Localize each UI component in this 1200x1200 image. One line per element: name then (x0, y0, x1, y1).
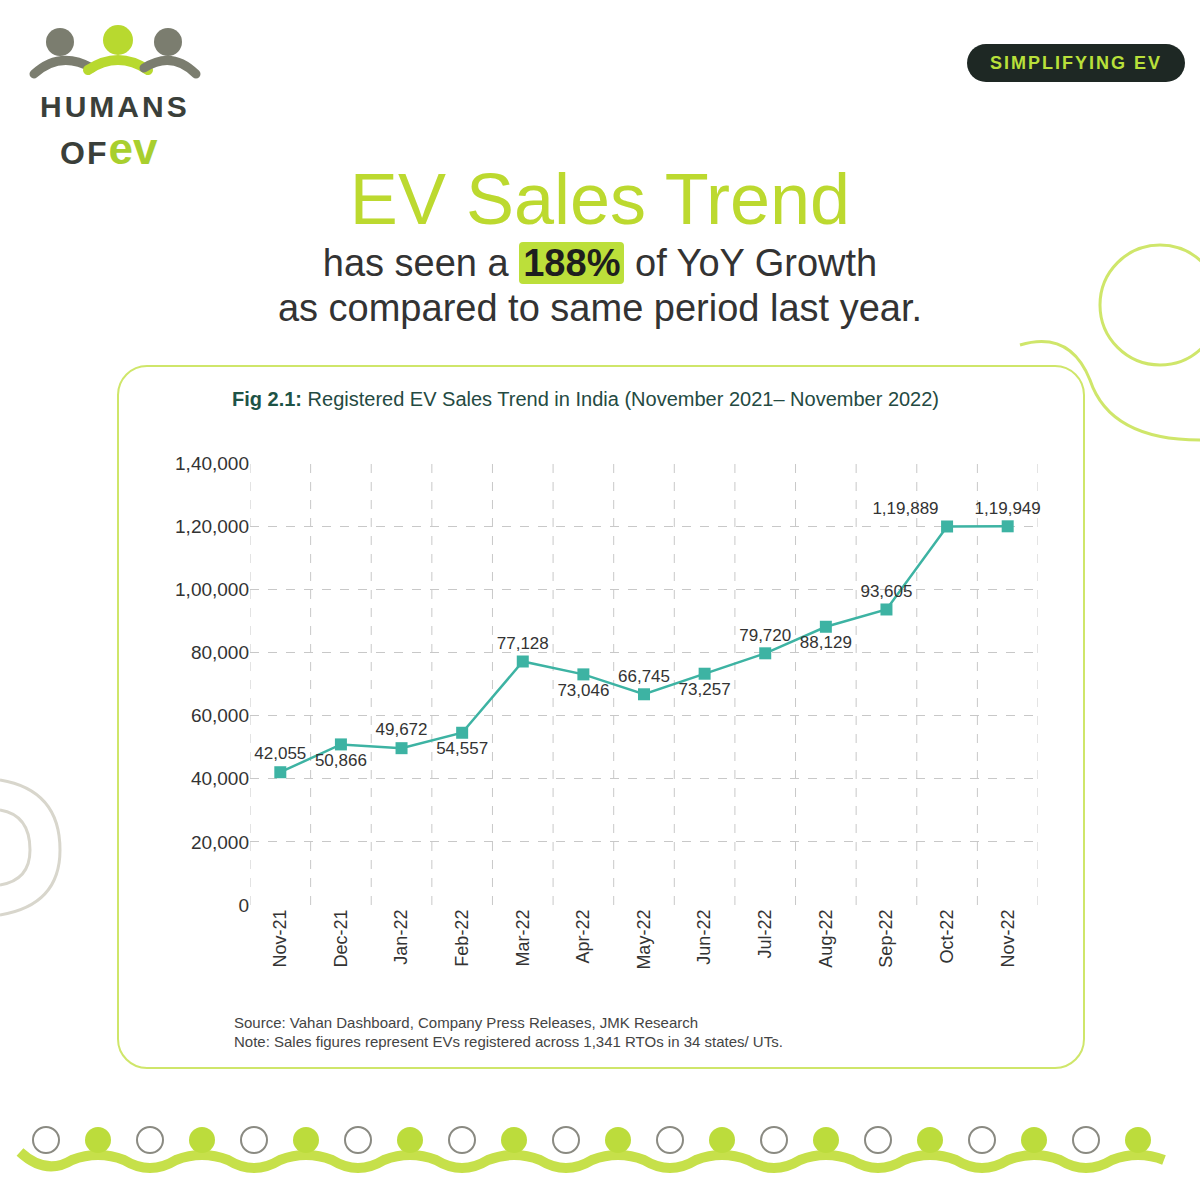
svg-text:40,000: 40,000 (191, 768, 249, 789)
html-text:SIMPLIFYING EV: SIMPLIFYING EV (990, 53, 1162, 73)
svg-text:80,000: 80,000 (191, 642, 249, 663)
svg-text:54,557: 54,557 (436, 739, 488, 758)
svg-text:Oct-22: Oct-22 (937, 910, 957, 964)
svg-text:Jun-22: Jun-22 (694, 910, 714, 965)
html-text:Note: Sales figures represent: Note: Sales figures represent EVs regist… (234, 1033, 783, 1050)
svg-text:Aug-22: Aug-22 (816, 910, 836, 968)
svg-text:73,046: 73,046 (557, 681, 609, 700)
svg-text:42,055: 42,055 (254, 744, 306, 763)
svg-text:1,00,000: 1,00,000 (175, 579, 249, 600)
svg-text:79,720: 79,720 (739, 626, 791, 645)
svg-text:1,20,000: 1,20,000 (175, 516, 249, 537)
svg-text:60,000: 60,000 (191, 705, 249, 726)
svg-text:73,257: 73,257 (679, 680, 731, 699)
svg-text:20,000: 20,000 (191, 832, 249, 853)
svg-text:77,128: 77,128 (497, 634, 549, 653)
svg-text:Nov-22: Nov-22 (998, 910, 1018, 968)
svg-text:May-22: May-22 (634, 910, 654, 970)
svg-text:88,129: 88,129 (800, 633, 852, 652)
svg-text:50,866: 50,866 (315, 751, 367, 770)
svg-text:Feb-22: Feb-22 (452, 910, 472, 967)
svg-text:Mar-22: Mar-22 (513, 910, 533, 967)
svg-text:Sep-22: Sep-22 (876, 910, 896, 968)
svg-text:Jul-22: Jul-22 (755, 910, 775, 959)
svg-text:1,19,889: 1,19,889 (872, 499, 938, 518)
svg-text:Jan-22: Jan-22 (391, 910, 411, 965)
svg-text:66,745: 66,745 (618, 667, 670, 686)
html-text:EV Sales Trend: EV Sales Trend (349, 159, 851, 239)
svg-text:1,19,949: 1,19,949 (975, 499, 1041, 518)
svg-text:1,40,000: 1,40,000 (175, 453, 249, 474)
svg-text:Nov-21: Nov-21 (270, 910, 290, 968)
svg-text:0: 0 (238, 895, 249, 916)
svg-text:Dec-21: Dec-21 (331, 910, 351, 968)
html-text:OFev: OFev (60, 124, 158, 173)
html-text:Source: Vahan Dashboard, Compa: Source: Vahan Dashboard, Company Press R… (234, 1014, 699, 1031)
html-text:Fig 2.1: Registered EV Sales T: Fig 2.1: Registered EV Sales Trend in In… (232, 388, 939, 410)
html-text:as compared to same period las: as compared to same period last year. (277, 287, 923, 329)
html-text:has seen a 188% of YoY Growth: has seen a 188% of YoY Growth (322, 242, 878, 284)
svg-text:93,605: 93,605 (860, 582, 912, 601)
svg-text:Apr-22: Apr-22 (573, 910, 593, 964)
html-text:HUMANS: HUMANS (40, 90, 190, 123)
svg-text:49,672: 49,672 (376, 720, 428, 739)
